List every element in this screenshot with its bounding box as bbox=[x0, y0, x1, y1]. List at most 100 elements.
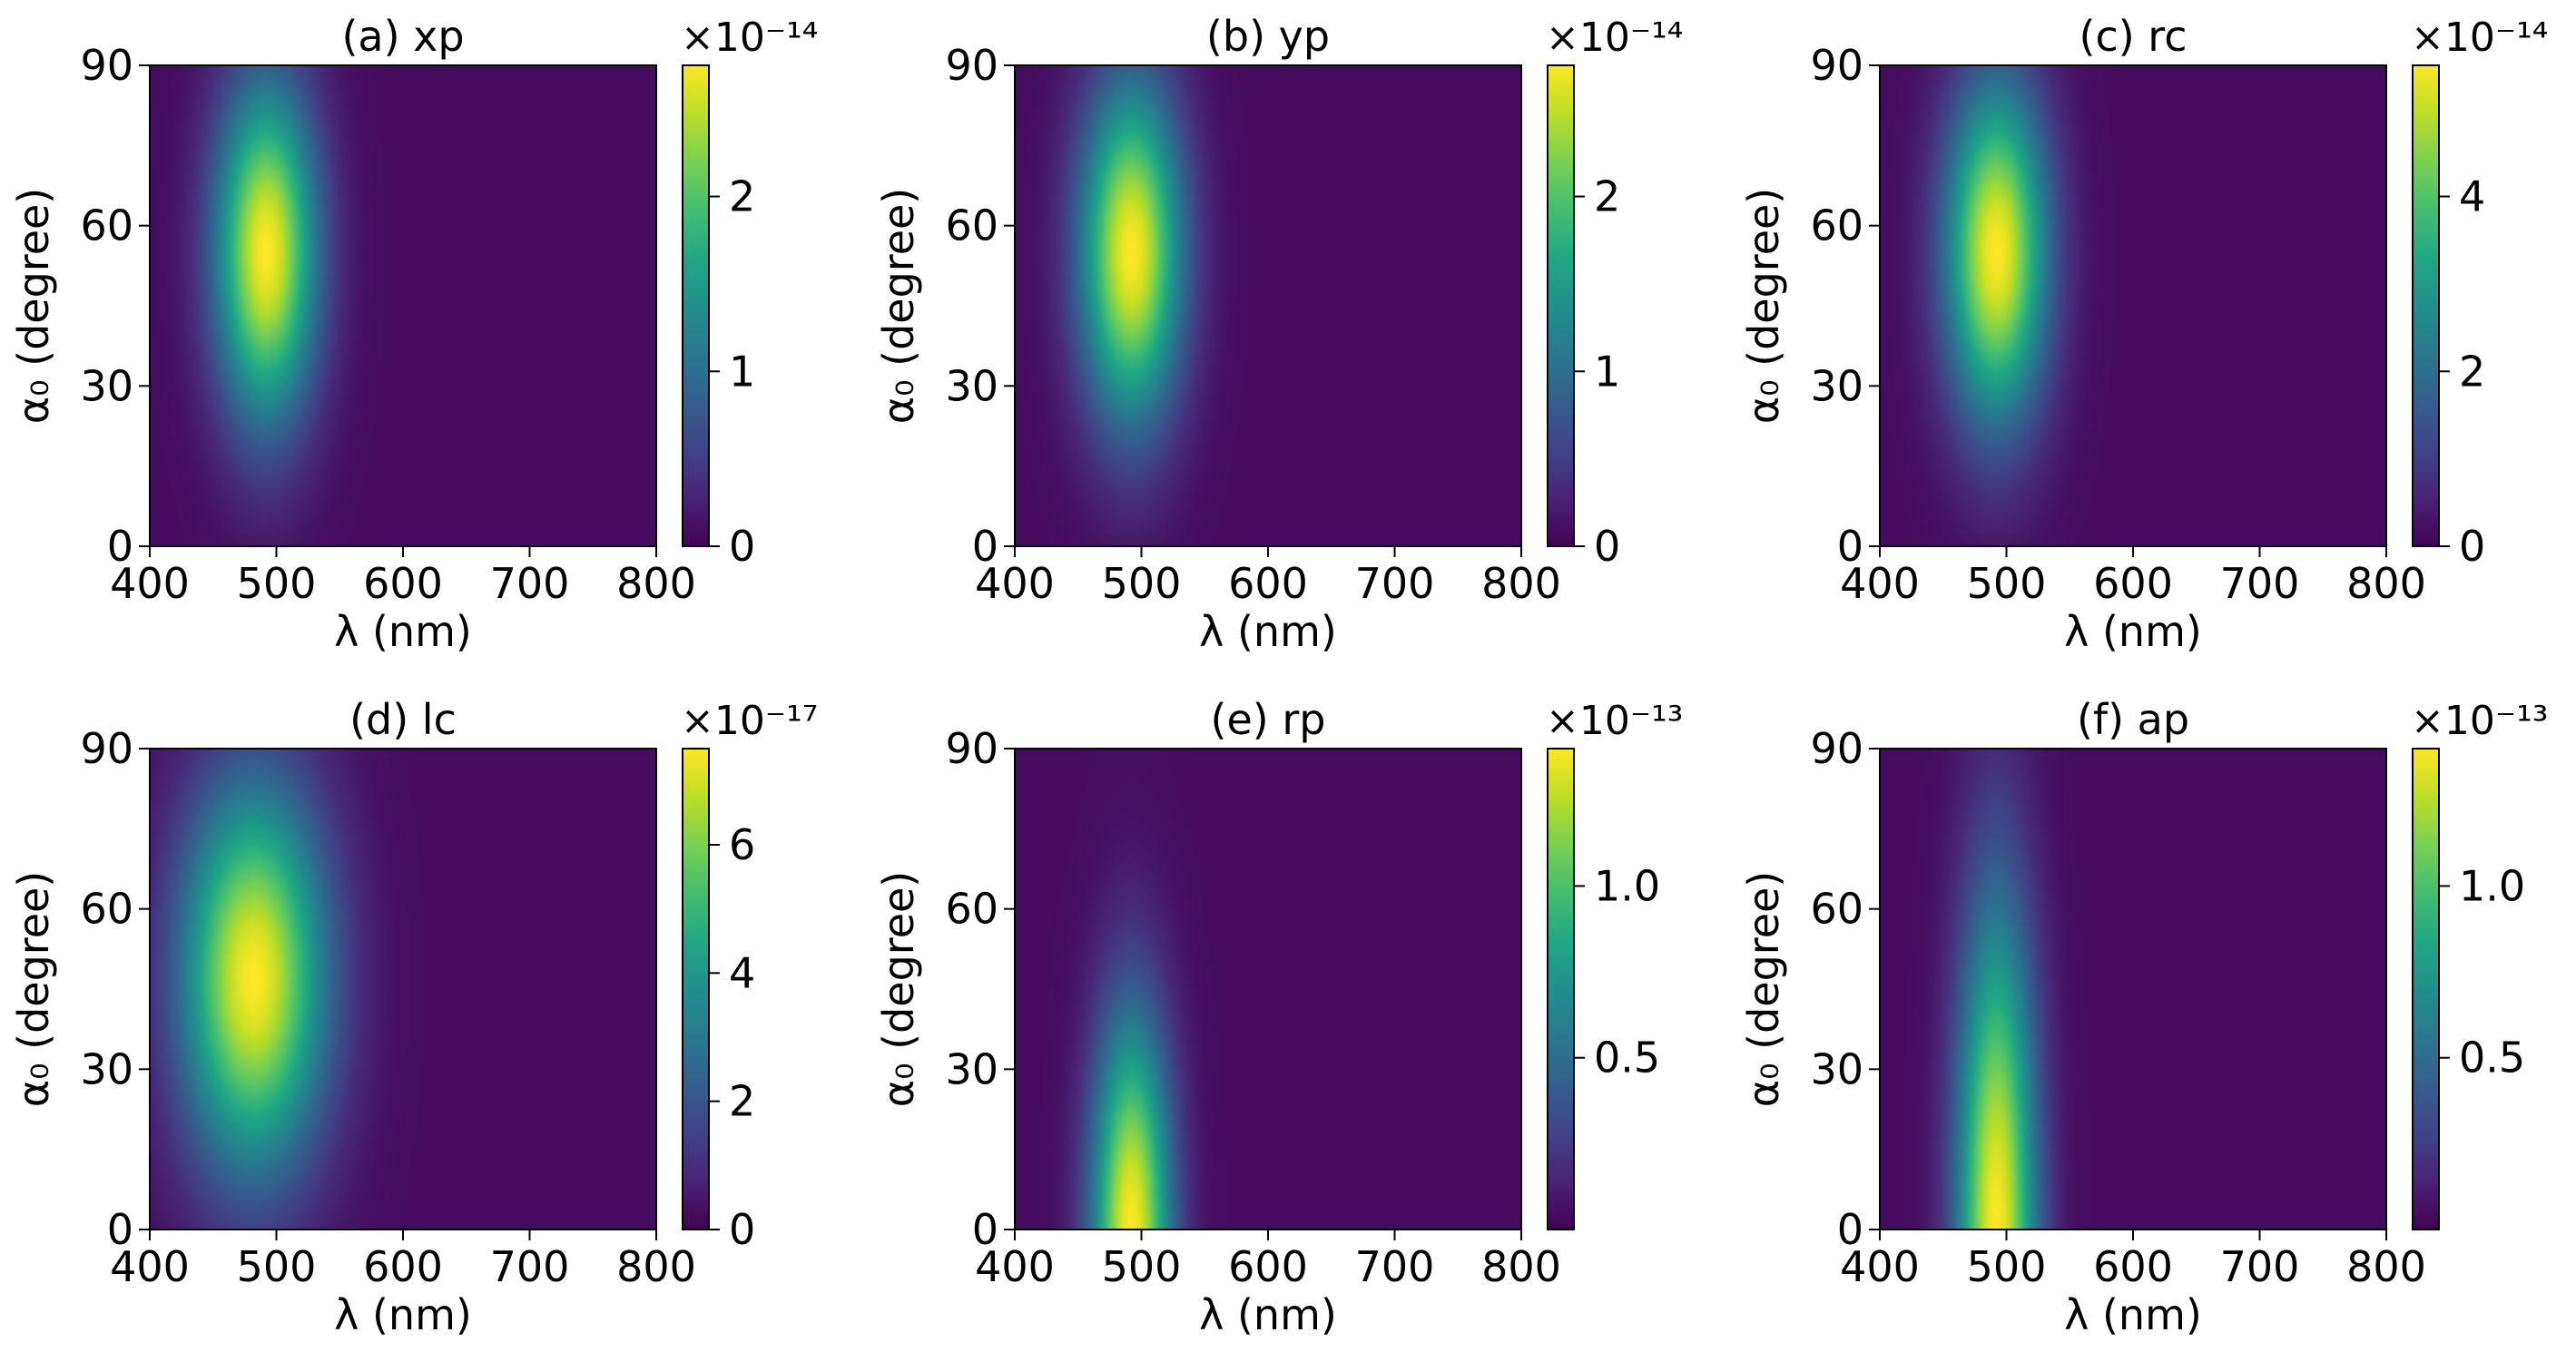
heatmap-image bbox=[1880, 65, 2386, 546]
colorbar-multiplier: ×10⁻¹⁴ bbox=[2411, 15, 2548, 61]
y-tick-label: 30 bbox=[945, 361, 998, 410]
y-tick-label: 60 bbox=[80, 885, 133, 934]
colorbar-tick-label: 0.5 bbox=[1594, 1034, 1660, 1083]
y-tick-label: 0 bbox=[1837, 1205, 1863, 1254]
y-tick-label: 90 bbox=[80, 724, 133, 773]
colorbar-tick-label: 2 bbox=[2459, 347, 2485, 396]
colorbar-tick-label: 1 bbox=[1594, 347, 1620, 396]
colorbar-tick-label: 0 bbox=[2459, 522, 2485, 571]
panel-title: (b) yp bbox=[1206, 12, 1330, 61]
colorbar-tick-label: 2 bbox=[729, 172, 755, 221]
x-tick-label: 400 bbox=[110, 559, 190, 608]
x-tick-label: 500 bbox=[1102, 559, 1182, 608]
colorbar-tick-label: 0 bbox=[729, 1205, 755, 1254]
y-axis-label: α₀ (degree) bbox=[9, 188, 58, 424]
y-tick-label: 0 bbox=[107, 522, 133, 571]
y-tick-label: 90 bbox=[1810, 41, 1863, 90]
y-tick-label: 90 bbox=[80, 41, 133, 90]
colorbar-tick-label: 4 bbox=[2459, 172, 2485, 221]
colorbar-multiplier: ×10⁻¹⁷ bbox=[681, 698, 818, 744]
y-tick-label: 90 bbox=[945, 41, 998, 90]
heatmap-image bbox=[1015, 65, 1521, 546]
x-tick-label: 600 bbox=[1228, 559, 1308, 608]
y-tick-label: 30 bbox=[80, 1044, 133, 1093]
x-tick-label: 800 bbox=[2346, 559, 2426, 608]
panel-1: (a) xp 400 500 600 700 800 0 30 60 90 λ (nm) α₀ (de… bbox=[9, 12, 818, 656]
y-tick-label: 0 bbox=[1837, 522, 1863, 571]
colorbar-tick-label: 0 bbox=[729, 522, 755, 571]
colorbar-tick-label: 0 bbox=[1594, 522, 1620, 571]
x-tick-label: 500 bbox=[1967, 559, 2047, 608]
x-tick-label: 700 bbox=[490, 1242, 570, 1291]
colorbar-tick-label: 2 bbox=[729, 1077, 755, 1126]
colorbar-tick-label: 6 bbox=[729, 820, 755, 869]
x-tick-label: 700 bbox=[490, 559, 570, 608]
y-tick-label: 60 bbox=[1810, 885, 1863, 934]
x-tick-label: 500 bbox=[1102, 1242, 1182, 1291]
panel-title: (e) rp bbox=[1211, 695, 1326, 744]
x-tick-label: 400 bbox=[975, 559, 1055, 608]
y-tick-label: 0 bbox=[972, 1205, 998, 1254]
panel-6: (f) ap 400 500 600 700 800 0 30 60 90 λ (nm) α₀ (de… bbox=[1739, 695, 2548, 1339]
x-tick-label: 800 bbox=[1481, 559, 1561, 608]
y-tick-label: 60 bbox=[80, 201, 133, 250]
y-axis-label: α₀ (degree) bbox=[874, 188, 923, 424]
x-tick-label: 500 bbox=[237, 1242, 317, 1291]
colorbar-multiplier: ×10⁻¹³ bbox=[1546, 698, 1683, 744]
x-tick-label: 700 bbox=[1355, 559, 1435, 608]
x-tick-label: 400 bbox=[975, 1242, 1055, 1291]
colorbar-multiplier: ×10⁻¹³ bbox=[2411, 698, 2548, 744]
x-axis-label: λ (nm) bbox=[334, 607, 472, 656]
y-tick-label: 0 bbox=[972, 522, 998, 571]
y-tick-label: 30 bbox=[945, 1044, 998, 1093]
x-tick-label: 600 bbox=[363, 1242, 443, 1291]
colorbar-tick-label: 1.0 bbox=[1594, 861, 1660, 910]
panel-title: (d) lc bbox=[349, 695, 457, 744]
panel-3: (c) rc 400 500 600 700 800 0 30 60 90 λ (nm) α₀ (de… bbox=[1739, 12, 2548, 656]
y-axis-label: α₀ (degree) bbox=[1739, 188, 1788, 424]
colorbar bbox=[2412, 64, 2440, 547]
y-tick-label: 90 bbox=[1810, 724, 1863, 773]
colorbar-tick-label: 4 bbox=[729, 948, 755, 997]
x-tick-label: 800 bbox=[1481, 1242, 1561, 1291]
x-tick-label: 800 bbox=[2346, 1242, 2426, 1291]
panel-title: (c) rc bbox=[2079, 12, 2188, 61]
colorbar-tick-label: 1.0 bbox=[2459, 861, 2525, 910]
x-axis-label: λ (nm) bbox=[1199, 607, 1337, 656]
y-tick-label: 30 bbox=[1810, 1044, 1863, 1093]
colorbar bbox=[682, 64, 710, 547]
x-axis-label: λ (nm) bbox=[1199, 1290, 1337, 1339]
y-axis-label: α₀ (degree) bbox=[9, 871, 58, 1107]
colorbar-multiplier: ×10⁻¹⁴ bbox=[1546, 15, 1683, 61]
x-tick-label: 400 bbox=[110, 1242, 190, 1291]
y-tick-label: 30 bbox=[1810, 361, 1863, 410]
x-tick-label: 800 bbox=[616, 1242, 696, 1291]
x-tick-label: 500 bbox=[237, 559, 317, 608]
colorbar bbox=[2412, 748, 2440, 1230]
x-tick-label: 700 bbox=[2220, 559, 2300, 608]
x-tick-label: 400 bbox=[1840, 559, 1920, 608]
y-tick-label: 0 bbox=[107, 1205, 133, 1254]
heatmap-image bbox=[150, 65, 656, 546]
panel-5: (e) rp 400 500 600 700 800 0 30 60 90 λ (nm) α₀ (de… bbox=[874, 695, 1683, 1339]
panel-title: (f) ap bbox=[2077, 695, 2189, 744]
x-tick-label: 600 bbox=[363, 559, 443, 608]
y-axis-label: α₀ (degree) bbox=[874, 871, 923, 1107]
x-tick-label: 500 bbox=[1967, 1242, 2047, 1291]
colorbar-multiplier: ×10⁻¹⁴ bbox=[681, 15, 818, 61]
panel-title: (a) xp bbox=[341, 12, 464, 61]
x-tick-label: 600 bbox=[2093, 559, 2173, 608]
x-tick-label: 800 bbox=[616, 559, 696, 608]
colorbar bbox=[1547, 748, 1575, 1230]
x-tick-label: 600 bbox=[1228, 1242, 1308, 1291]
x-tick-label: 700 bbox=[2220, 1242, 2300, 1291]
x-axis-label: λ (nm) bbox=[334, 1290, 472, 1339]
colorbar-tick-label: 2 bbox=[1594, 172, 1620, 221]
x-axis-label: λ (nm) bbox=[2064, 1290, 2202, 1339]
x-axis-label: λ (nm) bbox=[2064, 607, 2202, 656]
x-tick-label: 700 bbox=[1355, 1242, 1435, 1291]
x-tick-label: 400 bbox=[1840, 1242, 1920, 1291]
